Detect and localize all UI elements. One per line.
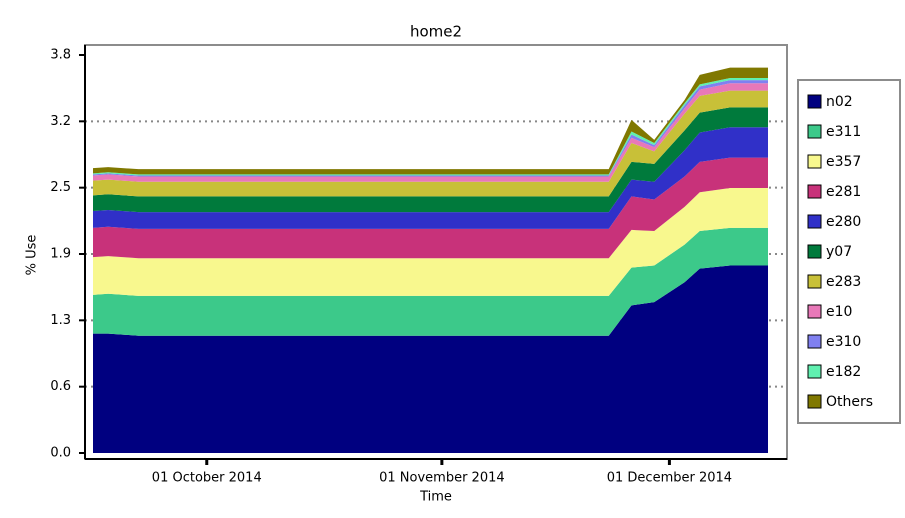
y-tick-label: 3.2 (50, 114, 71, 129)
legend-label: e182 (826, 364, 861, 380)
legend-swatch (807, 304, 822, 319)
y-tick-label: 2.5 (50, 180, 71, 195)
legend-label: y07 (826, 244, 852, 260)
legend-swatch (807, 214, 822, 229)
area (93, 127, 768, 229)
legend-swatch (807, 154, 822, 169)
y-tick-label: 0.0 (50, 446, 71, 461)
legend-label: e280 (826, 214, 861, 230)
x-tick-label: 01 November 2014 (379, 471, 505, 486)
legend-label: Others (826, 394, 873, 410)
y-tick-label: 0.6 (50, 379, 71, 394)
area (93, 67, 768, 175)
area (93, 107, 768, 213)
x-axis-label: Time (419, 490, 452, 505)
y-tick-label: 1.9 (50, 247, 71, 262)
legend-label: n02 (826, 94, 853, 110)
legend-swatch (807, 334, 822, 349)
legend-swatch (807, 184, 822, 199)
legend-label: e281 (826, 184, 861, 200)
legend-swatch (807, 274, 822, 289)
area (93, 90, 768, 197)
area (93, 227, 768, 336)
legend-swatch (807, 364, 822, 379)
legend-label: e283 (826, 274, 861, 290)
legend-swatch (807, 394, 822, 409)
legend-swatch (807, 244, 822, 259)
legend-label: e310 (826, 334, 861, 350)
x-tick-label: 01 December 2014 (607, 471, 732, 486)
legend-label: e357 (826, 154, 861, 170)
area (93, 188, 768, 296)
area (93, 265, 768, 453)
legend-label: e311 (826, 124, 861, 140)
y-tick-label: 1.3 (50, 313, 71, 328)
legend-swatch (807, 124, 822, 139)
area (93, 83, 768, 182)
chart-title: home2 (410, 23, 462, 41)
legend-label: e10 (826, 304, 852, 320)
legend-swatch (807, 94, 822, 109)
x-tick-label: 01 October 2014 (152, 471, 262, 486)
y-axis-label: % Use (25, 235, 40, 276)
y-tick-label: 3.8 (50, 48, 71, 63)
area (93, 157, 768, 259)
